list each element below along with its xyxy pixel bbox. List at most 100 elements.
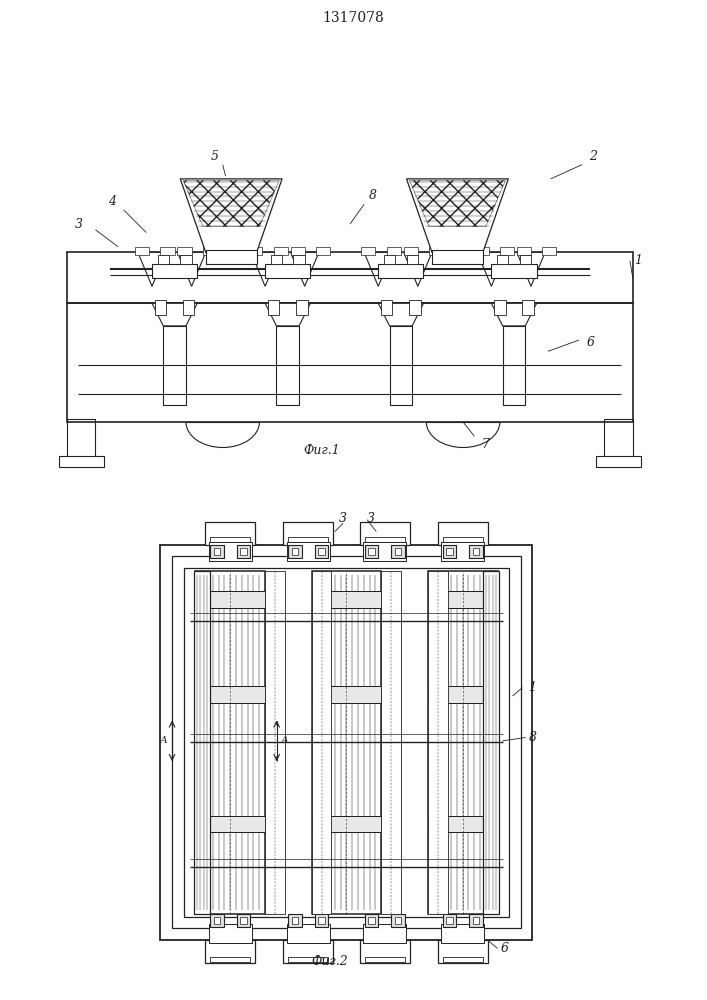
Bar bbox=[365, 914, 378, 927]
Text: А: А bbox=[281, 736, 289, 745]
Bar bbox=[67, 252, 633, 303]
Bar bbox=[205, 522, 255, 545]
Bar bbox=[361, 247, 375, 255]
Bar bbox=[363, 542, 407, 561]
Bar bbox=[365, 537, 404, 542]
Polygon shape bbox=[180, 179, 282, 252]
Text: 6: 6 bbox=[586, 336, 595, 349]
Bar bbox=[284, 940, 333, 963]
Bar bbox=[316, 247, 330, 255]
Bar bbox=[312, 591, 381, 608]
Bar bbox=[428, 686, 498, 703]
Bar bbox=[474, 247, 489, 255]
Bar bbox=[428, 816, 498, 832]
Bar bbox=[271, 255, 282, 264]
Bar bbox=[469, 914, 483, 927]
Polygon shape bbox=[138, 252, 166, 286]
Bar bbox=[428, 571, 448, 914]
Bar bbox=[360, 522, 409, 545]
Bar bbox=[315, 914, 328, 927]
Bar bbox=[195, 591, 265, 608]
Bar bbox=[428, 571, 498, 914]
Bar bbox=[265, 571, 285, 914]
Bar bbox=[312, 816, 381, 832]
Bar bbox=[429, 247, 443, 255]
Bar bbox=[288, 545, 302, 558]
Text: 3: 3 bbox=[339, 512, 347, 525]
Polygon shape bbox=[265, 303, 310, 326]
Bar bbox=[183, 300, 194, 315]
Bar bbox=[517, 247, 531, 255]
Bar bbox=[240, 548, 247, 555]
Bar bbox=[274, 247, 288, 255]
Polygon shape bbox=[517, 252, 545, 286]
Bar bbox=[293, 255, 305, 264]
Bar bbox=[195, 686, 265, 703]
Polygon shape bbox=[407, 179, 508, 252]
Bar bbox=[520, 255, 531, 264]
Bar bbox=[395, 917, 402, 924]
Bar bbox=[381, 300, 392, 315]
Bar bbox=[441, 924, 484, 943]
Polygon shape bbox=[378, 303, 423, 326]
Text: 1: 1 bbox=[528, 681, 537, 694]
Bar bbox=[391, 914, 404, 927]
Bar bbox=[363, 924, 407, 943]
Bar bbox=[368, 917, 375, 924]
Text: 8: 8 bbox=[368, 189, 377, 202]
Bar bbox=[491, 264, 537, 278]
Bar bbox=[214, 917, 220, 924]
Bar bbox=[387, 247, 401, 255]
Bar bbox=[312, 686, 381, 703]
Bar bbox=[203, 247, 217, 255]
Text: 7: 7 bbox=[481, 438, 490, 451]
Bar bbox=[288, 957, 328, 962]
Bar bbox=[360, 940, 409, 963]
Text: 1317078: 1317078 bbox=[322, 10, 385, 24]
Bar bbox=[312, 591, 381, 608]
Bar bbox=[596, 456, 641, 467]
Bar bbox=[195, 686, 265, 703]
Bar bbox=[378, 264, 423, 278]
Bar bbox=[160, 545, 532, 940]
Bar bbox=[237, 914, 250, 927]
Text: А: А bbox=[160, 736, 168, 745]
Bar bbox=[428, 591, 498, 608]
Bar bbox=[365, 545, 378, 558]
Bar bbox=[209, 542, 252, 561]
Bar bbox=[604, 419, 633, 462]
Bar bbox=[443, 537, 483, 542]
Bar bbox=[237, 545, 250, 558]
Bar bbox=[214, 548, 220, 555]
Bar bbox=[163, 326, 186, 405]
Bar bbox=[312, 816, 381, 832]
Polygon shape bbox=[404, 252, 432, 286]
Bar bbox=[365, 957, 404, 962]
Polygon shape bbox=[477, 252, 506, 286]
Text: 2: 2 bbox=[589, 150, 597, 163]
Bar bbox=[152, 264, 197, 278]
Bar bbox=[428, 686, 498, 703]
Bar bbox=[443, 545, 456, 558]
Bar bbox=[276, 326, 299, 405]
Bar bbox=[483, 571, 499, 914]
Bar bbox=[390, 326, 412, 405]
Bar bbox=[288, 914, 302, 927]
Bar bbox=[381, 571, 402, 914]
Bar bbox=[284, 522, 333, 545]
Bar bbox=[542, 247, 556, 255]
Bar bbox=[404, 247, 418, 255]
Bar bbox=[438, 940, 488, 963]
Bar bbox=[384, 255, 395, 264]
Bar bbox=[210, 545, 223, 558]
Bar bbox=[248, 247, 262, 255]
Polygon shape bbox=[177, 252, 206, 286]
Bar bbox=[318, 917, 325, 924]
Bar bbox=[446, 548, 452, 555]
Bar bbox=[296, 300, 308, 315]
Polygon shape bbox=[409, 180, 506, 227]
Polygon shape bbox=[183, 180, 279, 227]
Bar bbox=[291, 548, 298, 555]
Bar bbox=[286, 924, 330, 943]
Bar bbox=[409, 300, 421, 315]
